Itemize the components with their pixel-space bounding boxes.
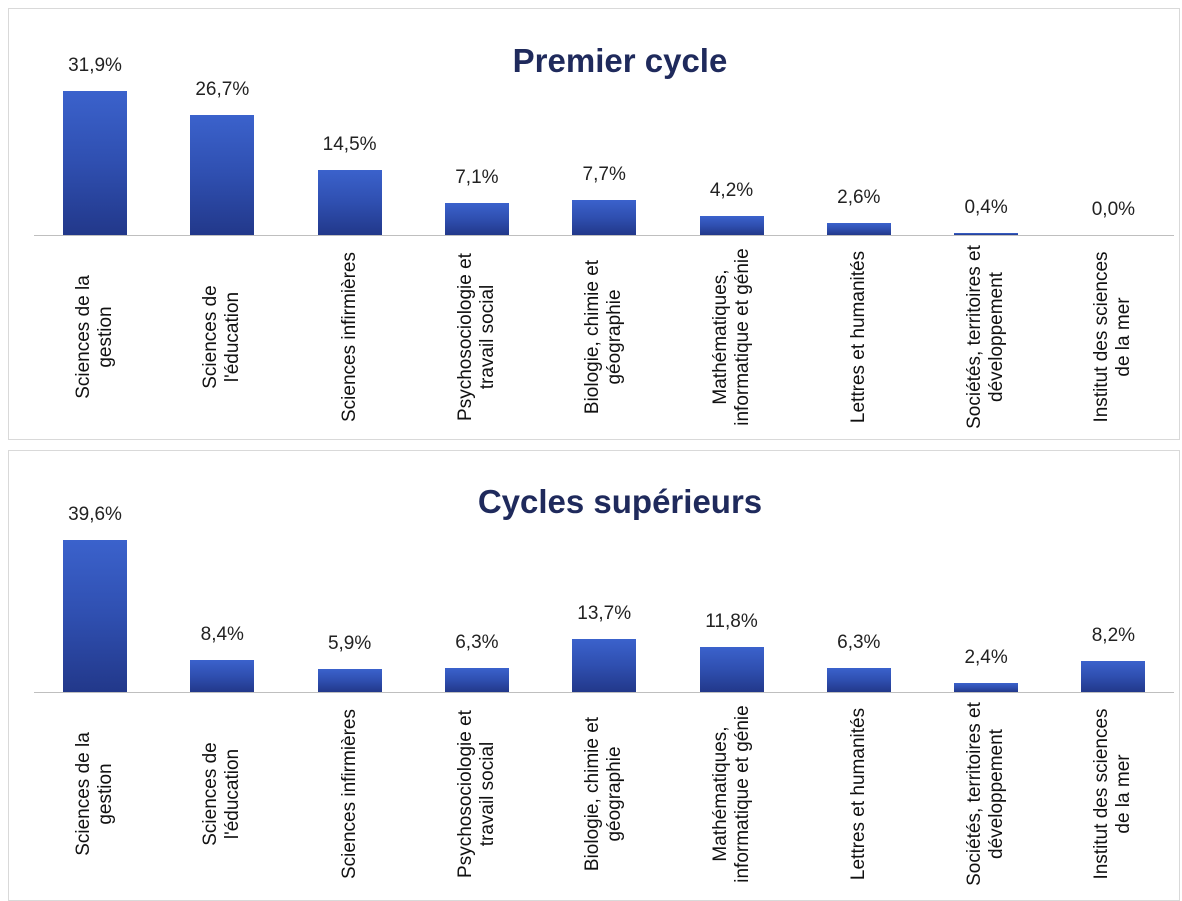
chart-title: Premier cycle xyxy=(512,42,728,79)
x-tick-label: Institut des sciences de la mer xyxy=(1091,251,1135,423)
x-tick-label: Sciences infirmières xyxy=(338,709,360,879)
value-label: 26,7% xyxy=(195,78,250,100)
bar xyxy=(190,659,255,692)
bar xyxy=(1081,660,1146,692)
bar xyxy=(826,223,891,235)
value-label: 7,1% xyxy=(455,166,499,188)
value-label: 14,5% xyxy=(322,133,377,155)
x-tick-label: Lettres et humanités xyxy=(847,250,869,424)
x-tick-label: Sciences de l'éducation xyxy=(200,285,244,389)
baseline xyxy=(34,235,1174,236)
x-tick-label: Psychosociologie et travail social xyxy=(454,253,498,421)
x-tick-label: Sciences de la gestion xyxy=(73,732,116,856)
value-label: 2,6% xyxy=(837,187,881,209)
value-label: 8,2% xyxy=(1091,624,1136,646)
bar xyxy=(572,200,637,235)
value-label: 5,9% xyxy=(327,633,372,655)
value-label: 0,0% xyxy=(1091,199,1136,220)
bar xyxy=(190,114,255,235)
bar xyxy=(444,667,509,692)
x-tick-label: Biologie, chimie et géographie xyxy=(582,259,626,415)
value-label: 6,3% xyxy=(837,631,881,653)
value-label: 7,7% xyxy=(582,164,626,186)
x-tick-label: Sciences de l'éducation xyxy=(200,742,244,846)
value-label: 13,7% xyxy=(577,603,632,625)
x-tick-label: Institut des sciences de la mer xyxy=(1091,708,1135,880)
bar xyxy=(63,91,127,235)
value-label: 8,4% xyxy=(200,623,244,645)
x-tick-label: Sociétés, territoires et développement xyxy=(964,245,1008,429)
value-label: 39,6% xyxy=(68,503,122,525)
value-label: 4,2% xyxy=(709,180,754,202)
value-label: 0,4% xyxy=(964,197,1008,219)
bar xyxy=(444,202,509,235)
x-tick-label: Biologie, chimie et géographie xyxy=(582,716,626,872)
value-label: 6,3% xyxy=(455,631,499,653)
x-tick-label: Sciences de la gestion xyxy=(73,275,116,399)
baseline xyxy=(34,692,1174,693)
bar xyxy=(826,667,891,692)
bar xyxy=(317,669,382,692)
x-tick-label: Mathématiques, informatique et génie xyxy=(709,705,753,883)
bar xyxy=(699,216,764,235)
x-tick-label: Sociétés, territoires et développement xyxy=(964,702,1008,886)
bar xyxy=(572,639,637,692)
chart-title: Cycles supérieurs xyxy=(477,483,763,520)
bar xyxy=(317,169,382,235)
x-tick-label: Lettres et humanités xyxy=(847,707,869,881)
value-label: 11,8% xyxy=(705,610,758,632)
x-tick-label: Mathématiques, informatique et génie xyxy=(709,248,753,426)
x-tick-label: Psychosociologie et travail social xyxy=(454,710,498,878)
value-label: 31,9% xyxy=(68,55,122,77)
bar xyxy=(699,646,764,692)
bar xyxy=(63,539,127,692)
bar xyxy=(954,682,1019,692)
bar xyxy=(954,233,1019,235)
x-tick-label: Sciences infirmières xyxy=(338,252,360,422)
value-label: 2,4% xyxy=(964,646,1008,668)
